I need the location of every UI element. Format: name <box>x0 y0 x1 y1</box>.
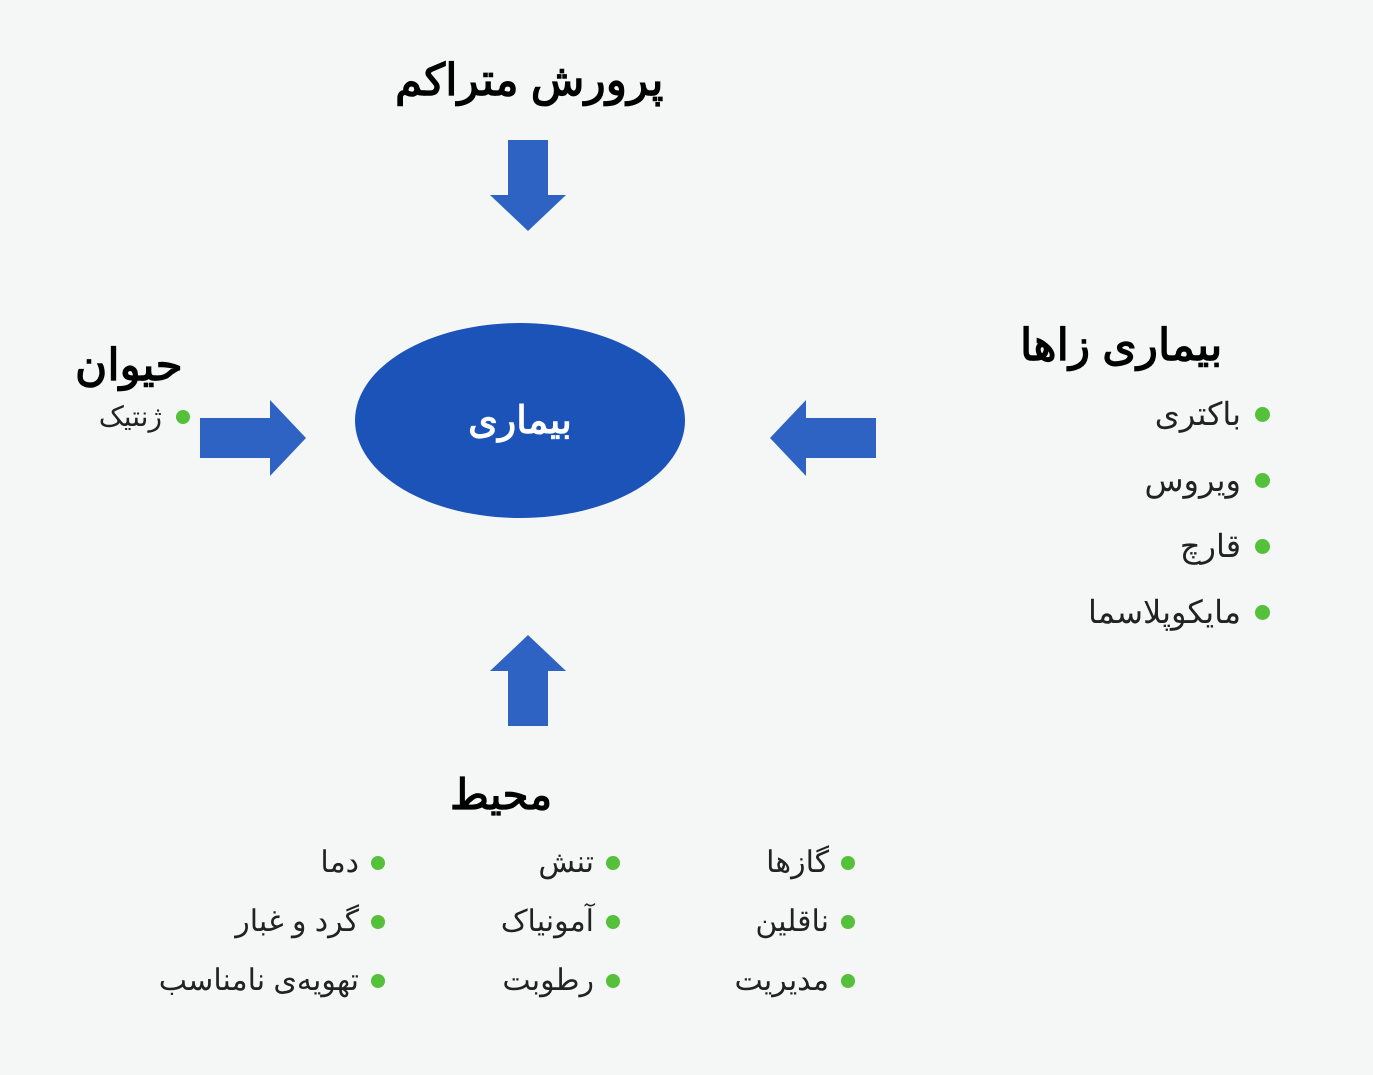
arrow-head-icon <box>490 195 566 231</box>
bullet-column: گازها ناقلین مدیریت <box>640 845 855 1022</box>
diagram-canvas: بیماری پرورش متراکم حیوان ژنتیک بیماری ز… <box>0 0 1373 1075</box>
bullet-item: ژنتیک <box>99 400 190 433</box>
bullet-dot-icon <box>1255 539 1270 554</box>
bullet-text: مایکوپلاسما <box>1088 593 1241 631</box>
bullet-dot-icon <box>841 856 855 870</box>
bullet-item: گازها <box>766 845 855 880</box>
arrow-up-icon <box>490 635 566 726</box>
bullet-dot-icon <box>371 974 385 988</box>
bullet-item: باکتری <box>1155 395 1270 433</box>
bullet-text: دما <box>320 845 359 880</box>
left-factor-title: حیوان <box>75 340 183 391</box>
bullet-text: ناقلین <box>755 904 829 939</box>
bullet-item: گرد و غبار <box>235 904 385 939</box>
bullet-text: آمونیاک <box>501 904 594 939</box>
bullet-text: مدیریت <box>734 963 829 998</box>
right-bullet-list: باکتری ویروس قارچ مایکوپلاسما <box>1010 395 1270 659</box>
arrow-head-icon <box>270 400 306 476</box>
arrow-head-icon <box>490 635 566 671</box>
bullet-item: ناقلین <box>755 904 855 939</box>
arrow-shaft <box>200 418 270 458</box>
bullet-text: تهویه‌ی نامناسب <box>159 963 359 998</box>
bullet-item: مایکوپلاسما <box>1088 593 1270 631</box>
bullet-text: باکتری <box>1155 395 1241 433</box>
arrow-shaft <box>508 671 548 726</box>
bullet-dot-icon <box>606 974 620 988</box>
bottom-factor-title: محیط <box>450 770 552 819</box>
bullet-item: قارچ <box>1180 527 1270 565</box>
bullet-dot-icon <box>1255 605 1270 620</box>
arrow-right-icon <box>200 400 306 476</box>
bullet-dot-icon <box>176 410 190 424</box>
bullet-text: قارچ <box>1180 527 1241 565</box>
bullet-dot-icon <box>371 915 385 929</box>
bullet-dot-icon <box>606 915 620 929</box>
bullet-text: ویروس <box>1144 461 1241 499</box>
center-node-disease: بیماری <box>355 323 685 518</box>
bullet-dot-icon <box>1255 473 1270 488</box>
arrow-shaft <box>508 140 548 195</box>
bullet-dot-icon <box>371 856 385 870</box>
bullet-column: دماگرد و غبارتهویه‌ی نامناسب <box>170 845 385 1022</box>
bullet-dot-icon <box>1255 407 1270 422</box>
bullet-text: گرد و غبار <box>235 904 359 939</box>
top-factor-title: پرورش متراکم <box>395 55 664 106</box>
bullet-item: دما <box>320 845 385 880</box>
bullet-item: آمونیاک <box>501 904 620 939</box>
bullet-item: رطوبت <box>502 963 620 998</box>
bullet-dot-icon <box>841 974 855 988</box>
bullet-text: ژنتیک <box>99 400 162 433</box>
bottom-bullet-columns: دماگرد و غبارتهویه‌ی نامناسبتنشآمونیاکرط… <box>170 845 855 1022</box>
bullet-dot-icon <box>606 856 620 870</box>
center-label: بیماری <box>468 398 572 443</box>
bullet-item: تنش <box>538 845 620 880</box>
left-bullet-list: ژنتیک <box>30 400 190 443</box>
right-factor-title: بیماری زاها <box>1020 320 1222 371</box>
arrow-head-icon <box>770 400 806 476</box>
bullet-item: ویروس <box>1144 461 1270 499</box>
bullet-column: تنش آمونیاک رطوبت <box>405 845 620 1022</box>
bullet-dot-icon <box>841 915 855 929</box>
bullet-text: رطوبت <box>502 963 594 998</box>
arrow-down-icon <box>490 140 566 231</box>
arrow-shaft <box>806 418 876 458</box>
bullet-text: گازها <box>766 845 829 880</box>
bullet-item: تهویه‌ی نامناسب <box>159 963 385 998</box>
bullet-text: تنش <box>538 845 594 880</box>
arrow-left-icon <box>770 400 876 476</box>
bullet-item: مدیریت <box>734 963 855 998</box>
